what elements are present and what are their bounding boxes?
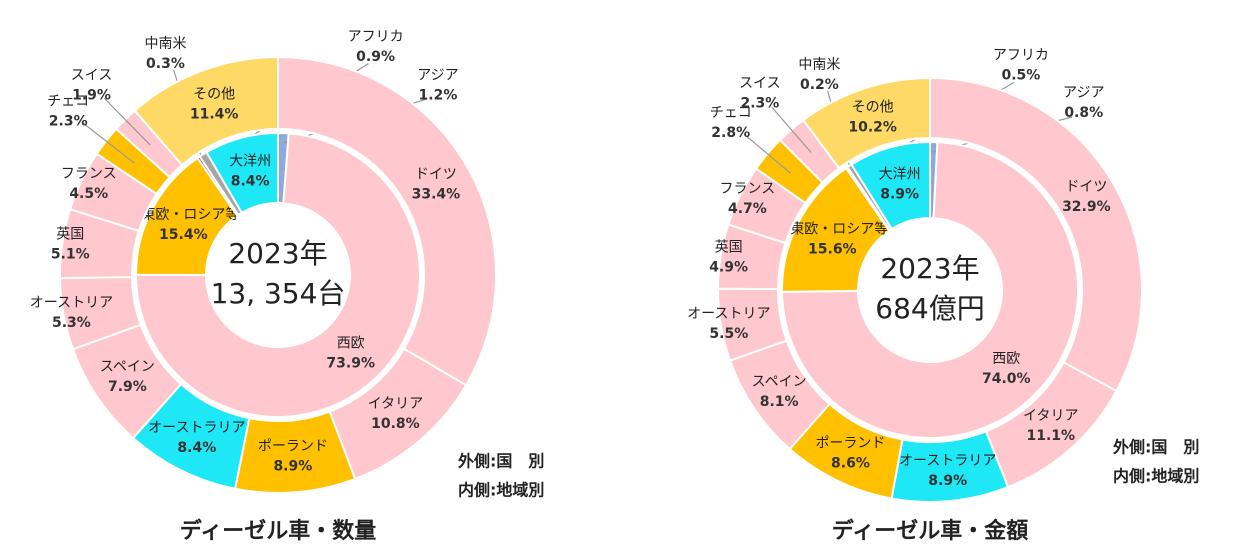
slice-label: フランス [61, 166, 117, 182]
slice-label: 中東欧・ロシア等 [776, 220, 888, 237]
slice-value: 15.4% [159, 227, 208, 243]
slice-value: 2.3% [49, 113, 88, 129]
center-text: 2023年 [228, 237, 327, 270]
slice-value: 0.9% [356, 49, 395, 65]
slice-label: 英国 [715, 238, 743, 255]
legend-text: 内側:地域別 [1113, 467, 1199, 486]
slice-label: その他 [852, 99, 894, 115]
chart-title: ディーゼル車・数量 [180, 518, 376, 544]
slice-label: オーストラリア [899, 453, 996, 469]
center-text: 2023年 [880, 252, 979, 285]
slice [277, 55, 497, 387]
legend-text: 外側:国 別 [1112, 438, 1199, 457]
slice-value: 11.1% [1026, 428, 1075, 444]
slice-value: 8.1% [760, 394, 799, 410]
slice-label: 大洋州 [229, 154, 271, 170]
slice-label: 英国 [56, 225, 84, 242]
slice-value: 73.9% [326, 356, 375, 372]
slice-value: 10.2% [848, 119, 897, 135]
leader-line [103, 97, 151, 146]
slice-value: 15.6% [808, 241, 857, 257]
slice-label: その他 [193, 87, 235, 103]
slice [801, 76, 931, 170]
slice-label: 西欧 [337, 336, 365, 352]
slice-label: オーストリア [687, 306, 770, 322]
slice-value: 5.3% [52, 315, 91, 331]
slice-value: 0.5% [1001, 68, 1040, 84]
slice-value: 0.3% [146, 56, 185, 72]
slice-value: 7.9% [108, 379, 147, 395]
slice-label: チェコ [710, 105, 752, 121]
slice-value: 8.9% [880, 186, 919, 202]
legend-text: 外側:国 別 [457, 452, 544, 471]
slice-value: 33.4% [412, 186, 461, 202]
slice-value: 10.8% [371, 416, 420, 432]
slice-label: スイス [739, 75, 781, 91]
slice-label: 中東欧・ロシア等 [127, 206, 239, 223]
slice-label: アジア [1063, 85, 1104, 101]
slice-value: 0.8% [1064, 105, 1103, 121]
slice-label: スペイン [752, 374, 807, 390]
slice-value: 1.2% [419, 87, 458, 103]
chart-title: ディーゼル車・金額 [832, 518, 1028, 544]
slice-value: 11.4% [190, 107, 239, 123]
slice-label: ポーランド [258, 438, 328, 454]
slice-label: イタリア [368, 396, 423, 412]
leader-line [771, 106, 812, 153]
slice-label: 西欧 [992, 351, 1020, 367]
slice-value: 2.3% [740, 95, 779, 111]
slice-value: 5.5% [709, 326, 748, 342]
slice-label: ドイツ [1065, 179, 1107, 195]
slice-value: 8.6% [831, 456, 870, 472]
slice [134, 132, 421, 418]
slice-label: 中南米 [144, 36, 186, 52]
leader-line [82, 122, 135, 164]
slice-label: 中南米 [798, 57, 840, 73]
slice-label: イタリア [1023, 408, 1078, 424]
slice-value: 32.9% [1062, 199, 1111, 215]
slice-value: 2.8% [711, 125, 750, 141]
slice [781, 166, 891, 293]
slice-label: チェコ [47, 93, 89, 109]
slice-label: ドイツ [415, 166, 457, 182]
slice-label: フランス [720, 181, 776, 197]
slice-label: アフリカ [348, 29, 404, 45]
slice-value: 4.5% [69, 186, 108, 202]
slice [133, 55, 279, 167]
leader-line [744, 134, 791, 174]
slice-label: スペイン [100, 359, 155, 375]
slice-label: ポーランド [815, 436, 885, 452]
slice-label: オーストリア [30, 295, 113, 311]
slice-label: オーストラリア [148, 420, 245, 436]
slice-value: 5.1% [51, 246, 90, 262]
slice [205, 131, 279, 215]
center-text: 13, 354台 [211, 277, 346, 310]
slice-label: スイス [71, 67, 113, 83]
slice-value: 8.4% [231, 174, 270, 190]
legend-text: 内側:地域別 [458, 481, 544, 500]
slice [780, 141, 1079, 439]
slice-value: 1.9% [72, 87, 111, 103]
slice-value: 4.9% [709, 259, 748, 275]
slice [929, 76, 1144, 393]
slice-value: 0.2% [800, 77, 839, 93]
slice-value: 4.7% [728, 201, 767, 217]
slice-label: アジア [417, 67, 458, 83]
slice-value: 8.9% [273, 458, 312, 474]
center-text: 684億円 [875, 292, 984, 325]
slice-value: 74.0% [982, 371, 1031, 387]
slice-label: アフリカ [993, 48, 1049, 64]
slice [850, 140, 931, 231]
slice-value: 8.9% [928, 473, 967, 489]
slice-label: 大洋州 [879, 166, 921, 182]
slice-value: 8.4% [177, 440, 216, 456]
